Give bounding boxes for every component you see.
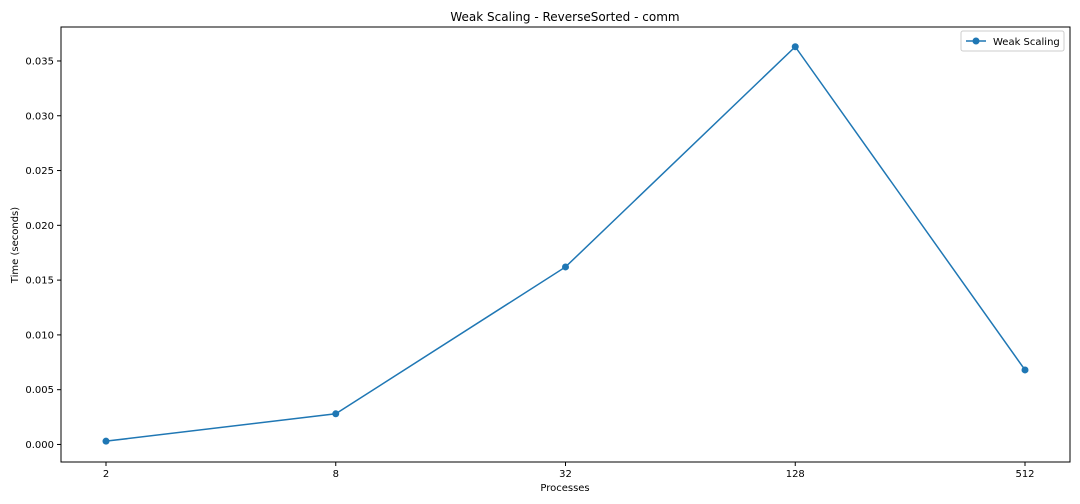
legend-box <box>960 30 1065 52</box>
data-point <box>791 43 799 51</box>
data-point <box>102 437 110 445</box>
y-tick-label: 0.020 <box>25 221 54 232</box>
y-tick-label: 0.030 <box>25 111 54 122</box>
x-axis: 2 8 32 128 512 <box>103 462 1035 480</box>
x-axis-label: Processes <box>540 483 589 494</box>
data-point <box>1021 366 1029 374</box>
series-line <box>105 45 1026 442</box>
x-tick-label: 128 <box>786 469 805 480</box>
x-tick-label: 2 <box>103 469 109 480</box>
legend-marker <box>972 37 980 45</box>
series-layer <box>102 43 1029 445</box>
x-tick-label: 512 <box>1015 469 1034 480</box>
y-axis: 0.000 0.005 0.010 0.015 0.020 0.025 0.030 0.035 <box>25 56 61 451</box>
y-tick-label: 0.025 <box>25 166 54 177</box>
y-tick-label: 0.000 <box>25 440 54 451</box>
y-tick-label: 0.015 <box>25 276 54 287</box>
x-tick-label: 32 <box>559 469 572 480</box>
data-point <box>332 410 340 418</box>
data-point <box>562 263 569 271</box>
y-tick-label: 0.035 <box>25 56 54 67</box>
y-tick-label: 0.005 <box>25 385 54 396</box>
plot-area <box>60 26 1071 463</box>
legend-label: Weak Scaling <box>993 37 1060 48</box>
chart-title: Weak Scaling - ReverseSorted - comm <box>450 10 679 24</box>
y-tick-label: 0.010 <box>25 330 54 341</box>
x-tick-label: 8 <box>333 469 339 480</box>
legend: Weak Scaling <box>960 30 1065 52</box>
y-axis-label: Time (seconds) <box>10 207 21 284</box>
